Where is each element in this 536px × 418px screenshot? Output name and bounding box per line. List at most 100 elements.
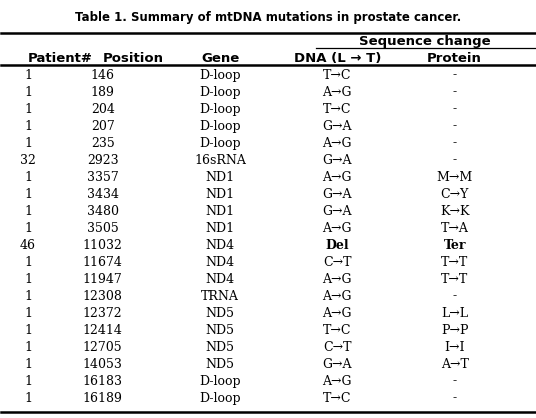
Text: T→C: T→C bbox=[323, 69, 352, 82]
Text: 235: 235 bbox=[91, 137, 115, 150]
Text: 1: 1 bbox=[24, 204, 32, 217]
Text: Position: Position bbox=[103, 51, 163, 64]
Text: T→C: T→C bbox=[323, 324, 352, 336]
Text: G→A: G→A bbox=[323, 357, 352, 370]
Text: ND1: ND1 bbox=[205, 171, 235, 184]
Text: C→Y: C→Y bbox=[441, 188, 469, 201]
Text: Patient#: Patient# bbox=[28, 51, 93, 64]
Text: ND5: ND5 bbox=[205, 357, 235, 370]
Text: 3480: 3480 bbox=[87, 204, 118, 217]
Text: 12705: 12705 bbox=[83, 341, 123, 354]
Text: Sequence change: Sequence change bbox=[360, 35, 491, 48]
Text: A→G: A→G bbox=[323, 171, 352, 184]
Text: 1: 1 bbox=[24, 188, 32, 201]
Text: D-loop: D-loop bbox=[199, 86, 241, 99]
Text: 2923: 2923 bbox=[87, 153, 118, 166]
Text: T→C: T→C bbox=[323, 392, 352, 405]
Text: C→T: C→T bbox=[323, 341, 352, 354]
Text: ND1: ND1 bbox=[205, 204, 235, 217]
Text: 1: 1 bbox=[24, 324, 32, 336]
Text: G→A: G→A bbox=[323, 204, 352, 217]
Text: G→A: G→A bbox=[323, 120, 352, 133]
Text: -: - bbox=[452, 137, 457, 150]
Text: D-loop: D-loop bbox=[199, 392, 241, 405]
Text: A→G: A→G bbox=[323, 290, 352, 303]
Text: G→A: G→A bbox=[323, 153, 352, 166]
Text: DNA (L → T): DNA (L → T) bbox=[294, 51, 381, 64]
Text: 1: 1 bbox=[24, 86, 32, 99]
Text: 1: 1 bbox=[24, 137, 32, 150]
Text: -: - bbox=[452, 69, 457, 82]
Text: Ter: Ter bbox=[443, 239, 466, 252]
Text: 1: 1 bbox=[24, 290, 32, 303]
Text: 14053: 14053 bbox=[83, 357, 123, 370]
Text: ND4: ND4 bbox=[205, 239, 235, 252]
Text: 1: 1 bbox=[24, 171, 32, 184]
Text: 146: 146 bbox=[91, 69, 115, 82]
Text: 11032: 11032 bbox=[83, 239, 123, 252]
Text: ND5: ND5 bbox=[205, 341, 235, 354]
Text: D-loop: D-loop bbox=[199, 137, 241, 150]
Text: -: - bbox=[452, 392, 457, 405]
Text: 1: 1 bbox=[24, 255, 32, 268]
Text: 1: 1 bbox=[24, 273, 32, 285]
Text: Gene: Gene bbox=[201, 51, 239, 64]
Text: D-loop: D-loop bbox=[199, 375, 241, 387]
Text: 1: 1 bbox=[24, 375, 32, 387]
Text: K→K: K→K bbox=[440, 204, 470, 217]
Text: 1: 1 bbox=[24, 357, 32, 370]
Text: P→P: P→P bbox=[441, 324, 468, 336]
Text: 1: 1 bbox=[24, 69, 32, 82]
Text: 12308: 12308 bbox=[83, 290, 123, 303]
Text: A→G: A→G bbox=[323, 375, 352, 387]
Text: D-loop: D-loop bbox=[199, 102, 241, 115]
Text: A→T: A→T bbox=[441, 357, 468, 370]
Text: 1: 1 bbox=[24, 341, 32, 354]
Text: A→G: A→G bbox=[323, 273, 352, 285]
Text: A→G: A→G bbox=[323, 222, 352, 234]
Text: 12414: 12414 bbox=[83, 324, 123, 336]
Text: Table 1. Summary of mtDNA mutations in prostate cancer.: Table 1. Summary of mtDNA mutations in p… bbox=[75, 10, 461, 23]
Text: A→G: A→G bbox=[323, 137, 352, 150]
Text: 1: 1 bbox=[24, 102, 32, 115]
Text: ND5: ND5 bbox=[205, 306, 235, 319]
Text: -: - bbox=[452, 102, 457, 115]
Text: 207: 207 bbox=[91, 120, 115, 133]
Text: M→M: M→M bbox=[436, 171, 473, 184]
Text: ND1: ND1 bbox=[205, 222, 235, 234]
Text: C→T: C→T bbox=[323, 255, 352, 268]
Text: -: - bbox=[452, 375, 457, 387]
Text: A→G: A→G bbox=[323, 86, 352, 99]
Text: -: - bbox=[452, 86, 457, 99]
Text: D-loop: D-loop bbox=[199, 69, 241, 82]
Text: Protein: Protein bbox=[427, 51, 482, 64]
Text: 16sRNA: 16sRNA bbox=[194, 153, 246, 166]
Text: T→T: T→T bbox=[441, 273, 468, 285]
Text: T→A: T→A bbox=[441, 222, 468, 234]
Text: ND1: ND1 bbox=[205, 188, 235, 201]
Text: -: - bbox=[452, 120, 457, 133]
Text: T→T: T→T bbox=[441, 255, 468, 268]
Text: D-loop: D-loop bbox=[199, 120, 241, 133]
Text: 16183: 16183 bbox=[83, 375, 123, 387]
Text: TRNA: TRNA bbox=[201, 290, 239, 303]
Text: ND4: ND4 bbox=[205, 273, 235, 285]
Text: 12372: 12372 bbox=[83, 306, 123, 319]
Text: 3505: 3505 bbox=[87, 222, 118, 234]
Text: I→I: I→I bbox=[444, 341, 465, 354]
Text: 1: 1 bbox=[24, 392, 32, 405]
Text: ND4: ND4 bbox=[205, 255, 235, 268]
Text: Del: Del bbox=[325, 239, 349, 252]
Text: 1: 1 bbox=[24, 222, 32, 234]
Text: L→L: L→L bbox=[441, 306, 468, 319]
Text: 1: 1 bbox=[24, 120, 32, 133]
Text: -: - bbox=[452, 290, 457, 303]
Text: 1: 1 bbox=[24, 306, 32, 319]
Text: 204: 204 bbox=[91, 102, 115, 115]
Text: 11947: 11947 bbox=[83, 273, 123, 285]
Text: T→C: T→C bbox=[323, 102, 352, 115]
Text: ND5: ND5 bbox=[205, 324, 235, 336]
Text: G→A: G→A bbox=[323, 188, 352, 201]
Text: 11674: 11674 bbox=[83, 255, 123, 268]
Text: 3357: 3357 bbox=[87, 171, 118, 184]
